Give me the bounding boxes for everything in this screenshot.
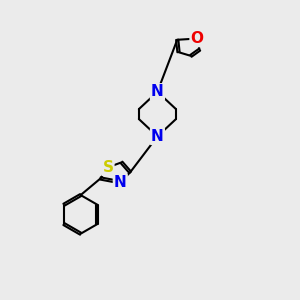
Text: N: N <box>114 175 127 190</box>
Text: S: S <box>102 160 113 175</box>
Text: N: N <box>151 84 164 99</box>
Text: N: N <box>151 129 164 144</box>
Text: O: O <box>190 31 204 46</box>
